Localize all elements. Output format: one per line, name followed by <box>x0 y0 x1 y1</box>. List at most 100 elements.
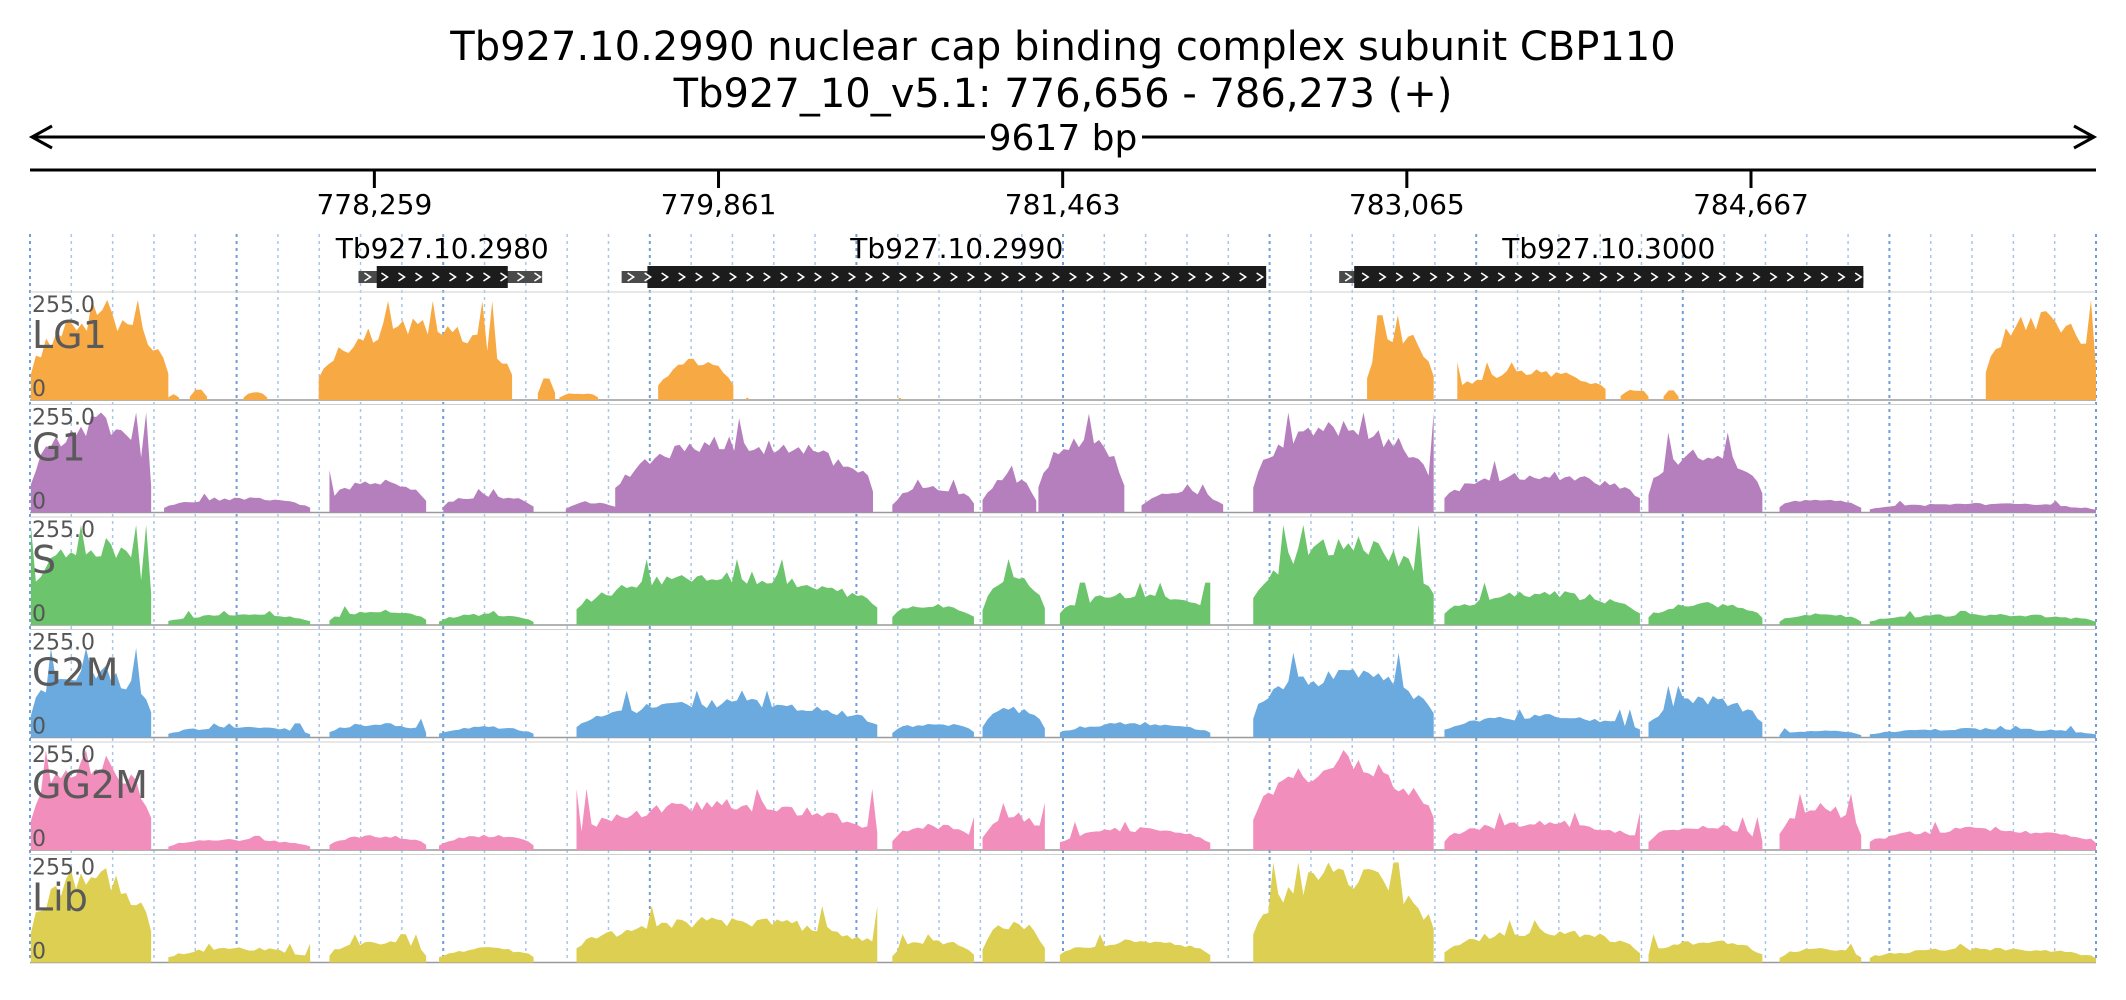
gene-label: Tb927.10.2990 <box>849 232 1063 265</box>
track-ymin-label: 0 <box>32 715 46 740</box>
coverage-area <box>439 834 534 850</box>
track-ymin-label: 0 <box>32 827 46 852</box>
strand-chevron <box>814 272 823 282</box>
strand-chevron <box>899 272 908 282</box>
strand-chevron <box>627 272 636 282</box>
coverage-area <box>1869 500 2096 513</box>
strand-chevron <box>398 272 406 282</box>
strand-chevron <box>1001 272 1010 282</box>
track-ymax-label: 255.0 <box>32 406 95 431</box>
track-ymin-label: 0 <box>32 490 46 515</box>
strand-chevron <box>500 272 508 282</box>
track-ymax-label: 255.0 <box>32 293 95 318</box>
coverage-area <box>537 378 556 400</box>
coverage-area <box>1648 817 1763 850</box>
coverage-area <box>168 723 311 738</box>
coverage-area <box>892 604 974 625</box>
track-g2m: 255.0 0 G2M <box>30 629 2096 740</box>
strand-chevron <box>644 272 653 282</box>
coverage-area <box>164 493 311 513</box>
coverage-area <box>1444 582 1640 625</box>
ruler-tick-label: 781,463 <box>1005 188 1121 221</box>
coverage-area <box>1444 920 1640 963</box>
strand-chevron <box>831 272 840 282</box>
coverage-area <box>1648 432 1763 513</box>
coverage-area <box>1141 484 1224 513</box>
coverage-area <box>1253 750 1434 850</box>
strand-chevron <box>364 272 372 282</box>
coverage-area <box>189 389 208 400</box>
strand-chevron <box>865 272 874 282</box>
strand-chevron <box>746 272 755 282</box>
strand-chevron <box>483 272 491 282</box>
strand-chevron <box>415 272 423 282</box>
coverage-area <box>1620 389 1649 400</box>
strand-chevron <box>1803 272 1812 282</box>
track-ymax-label: 255.0 <box>32 518 95 543</box>
coverage-area <box>892 817 974 850</box>
coverage-area <box>1444 812 1640 850</box>
coverage-area <box>1869 821 2096 850</box>
strand-chevron <box>1344 272 1353 282</box>
coverage-area <box>892 934 974 963</box>
strand-chevron <box>1854 272 1863 282</box>
coverage-area <box>982 465 1037 513</box>
strand-chevron <box>1769 272 1778 282</box>
coverage-area <box>1985 300 2096 400</box>
coverage-area <box>576 559 878 625</box>
coverage-area <box>329 470 427 513</box>
span-arrow-right-head <box>2073 124 2098 150</box>
region-subtitle: Tb927_10_v5.1: 776,656 - 786,273 (+) <box>673 71 1453 117</box>
coverage-area <box>1059 934 1211 963</box>
strand-chevron <box>1463 272 1472 282</box>
coverage-area <box>898 397 901 400</box>
strand-chevron <box>933 272 942 282</box>
strand-chevron <box>1582 272 1591 282</box>
strand-chevron <box>1086 272 1095 282</box>
strand-chevron <box>517 272 525 282</box>
track-s: 255.0 0 S <box>30 516 2096 627</box>
strand-chevron <box>695 272 704 282</box>
coverage-area <box>576 690 878 738</box>
ruler-tick-label: 783,065 <box>1349 188 1465 221</box>
coverage-area <box>30 300 169 400</box>
coverage-area <box>329 606 427 625</box>
coverage-area <box>1059 821 1211 850</box>
coverage-area <box>1444 460 1640 513</box>
strand-chevron <box>678 272 687 282</box>
strand-chevron <box>1599 272 1608 282</box>
coverage-area <box>1457 362 1606 400</box>
strand-chevron <box>1395 272 1404 282</box>
strand-chevron <box>763 272 772 282</box>
coverage-area <box>982 921 1045 963</box>
strand-chevron <box>1205 272 1214 282</box>
gene-title: Tb927.10.2990 nuclear cap binding comple… <box>450 24 1676 70</box>
strand-chevron <box>1188 272 1197 282</box>
coverage-area <box>30 525 152 625</box>
track-lib: 255.0 0 Lib <box>30 854 2096 965</box>
strand-chevron <box>1052 272 1061 282</box>
track-name: LG1 <box>32 313 107 357</box>
coverage-area <box>892 724 974 738</box>
strand-chevron <box>712 272 721 282</box>
strand-chevron <box>1616 272 1625 282</box>
length-label: 9617 bp <box>989 118 1138 159</box>
strand-chevron <box>1412 272 1421 282</box>
strand-chevron <box>1701 272 1710 282</box>
strand-chevron <box>1429 272 1438 282</box>
coverage-area <box>576 906 878 963</box>
coverage-area <box>1059 721 1211 738</box>
coverage-area <box>30 648 152 738</box>
track-name: G2M <box>32 651 118 695</box>
coverage-area <box>1038 413 1125 513</box>
gene-label: Tb927.10.3000 <box>1501 232 1715 265</box>
gene-cds <box>376 266 508 288</box>
gene-cds <box>1354 266 1864 288</box>
strand-chevron <box>1103 272 1112 282</box>
coverage-area <box>982 559 1045 625</box>
strand-chevron <box>1446 272 1455 282</box>
span-arrow-left-head <box>28 124 53 150</box>
strand-chevron <box>1480 272 1489 282</box>
coverage-area <box>1253 862 1434 963</box>
strand-chevron <box>1820 272 1829 282</box>
